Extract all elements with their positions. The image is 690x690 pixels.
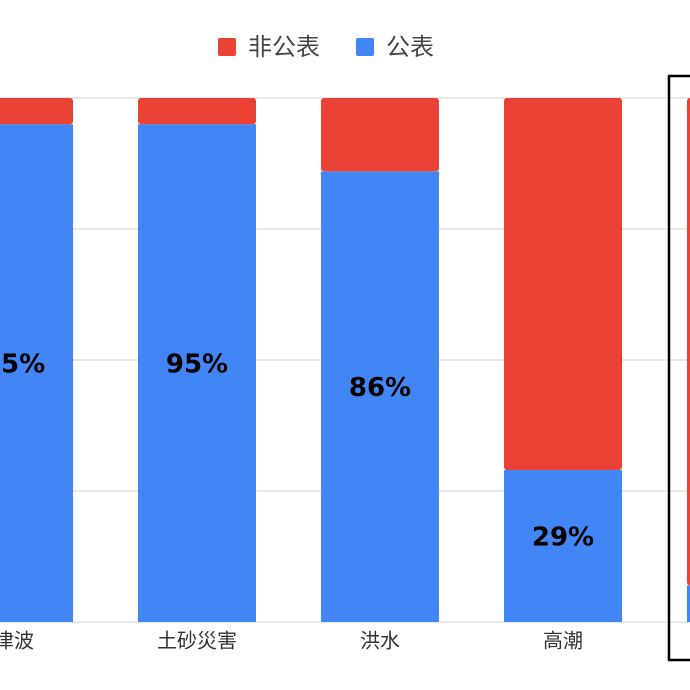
- bar-segment: [138, 124, 256, 622]
- bar-segment: [687, 585, 690, 622]
- bar-segment: [504, 98, 622, 471]
- bars: [0, 98, 690, 623]
- bar-segment: [0, 124, 73, 622]
- x-tick-label: 津波: [0, 629, 34, 653]
- bar-segment: [687, 98, 690, 586]
- highlight-box: [667, 74, 690, 662]
- legend-swatch: [218, 38, 236, 56]
- bar-segment: [504, 470, 622, 622]
- legend-label: 公表: [386, 33, 434, 61]
- bar-segment: [0, 98, 73, 125]
- labels: 非公表 公表 95% 津波 95% 土砂災害 86% 洪水 29% 高潮: [0, 33, 594, 653]
- x-tick-label: 洪水: [360, 629, 400, 653]
- legend-label: 非公表: [248, 33, 320, 61]
- bar-segment: [321, 98, 439, 172]
- bar-segment: [138, 98, 256, 125]
- legend-swatch: [356, 38, 374, 56]
- data-label: 29%: [532, 523, 594, 553]
- x-tick-label: 土砂災害: [157, 629, 237, 653]
- data-label: 86%: [349, 373, 411, 403]
- bar-segment: [321, 171, 439, 623]
- data-label: 95%: [0, 350, 45, 380]
- x-tick-label: 高潮: [543, 629, 583, 653]
- data-label: 95%: [166, 350, 228, 380]
